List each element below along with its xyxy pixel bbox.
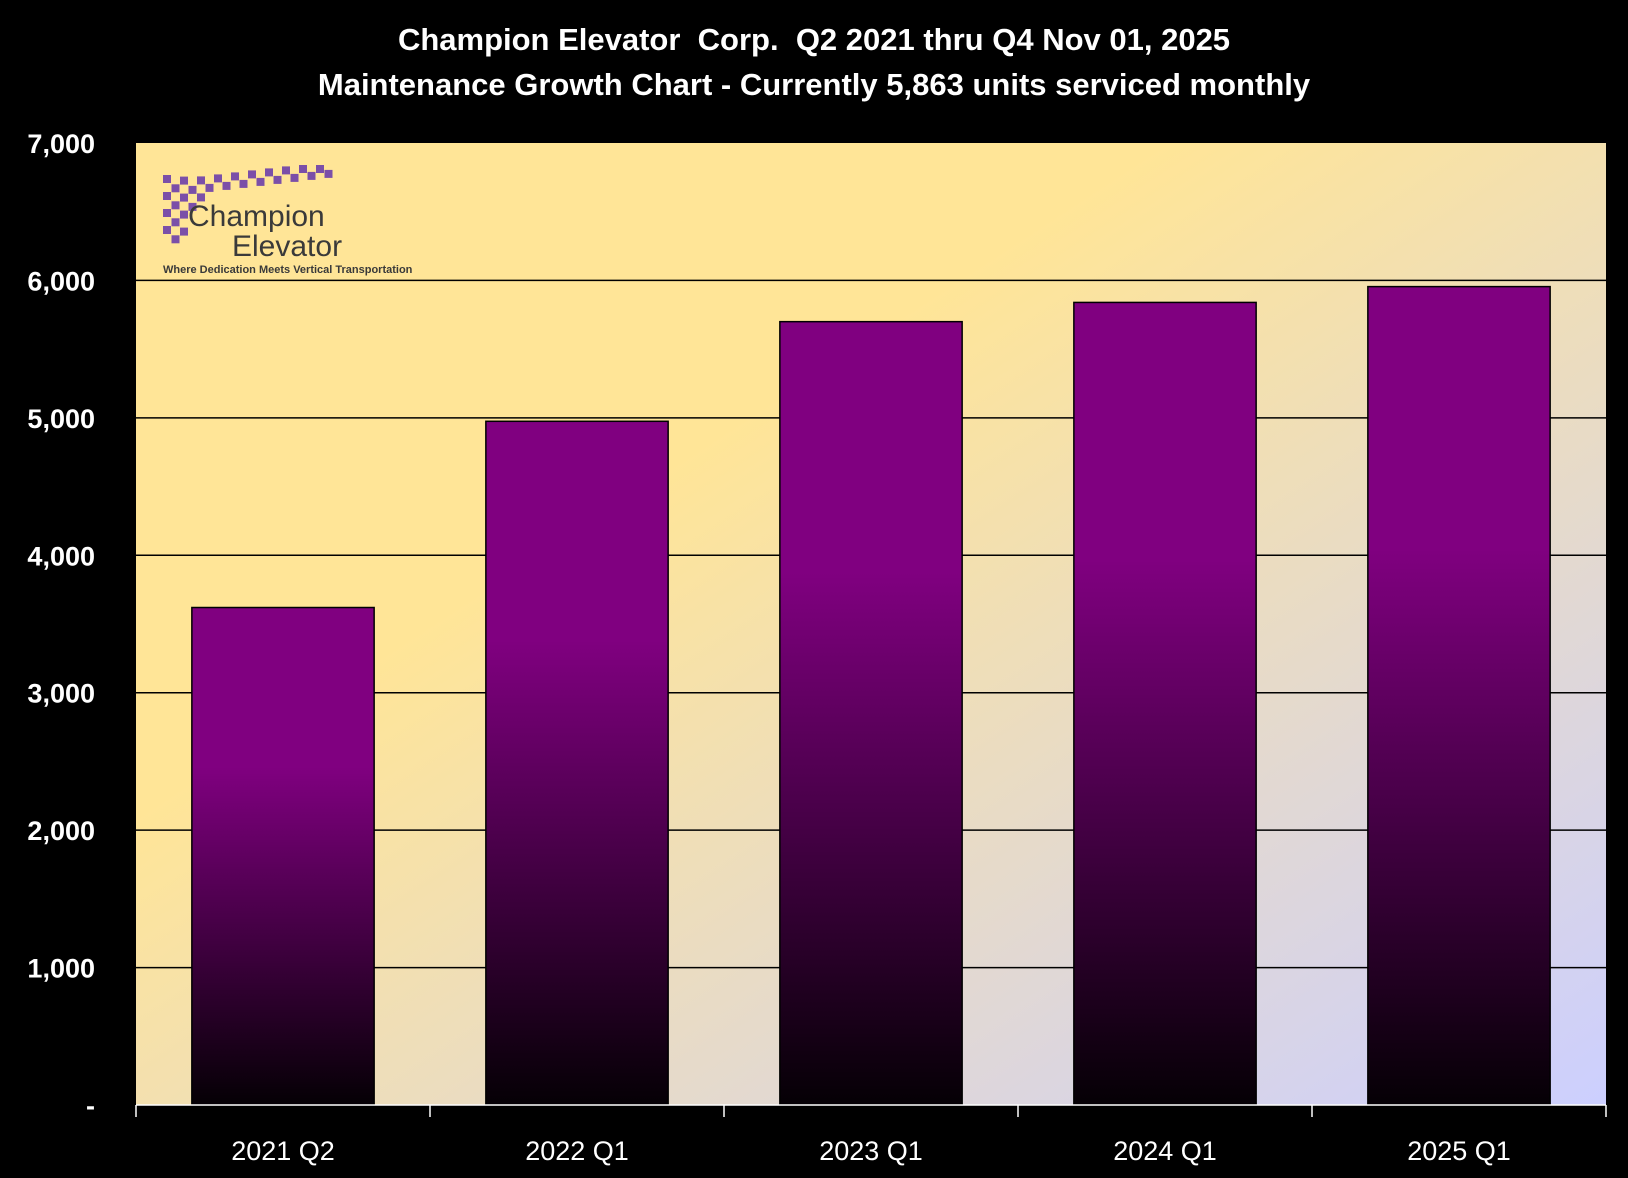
logo-checker-square <box>248 170 256 179</box>
y-tick-label: 1,000 <box>27 954 95 984</box>
bar <box>485 420 669 1106</box>
logo-checker-square <box>163 209 171 217</box>
y-tick-label: 6,000 <box>27 266 95 296</box>
logo-checker-square <box>299 165 307 173</box>
bar <box>1073 301 1257 1106</box>
logo-checker-square <box>188 185 197 194</box>
logo-name-line2: Elevator <box>232 230 342 263</box>
y-tick-label: - <box>86 1091 95 1121</box>
logo-checker-square <box>205 183 214 192</box>
chart-title: Champion Elevator Corp. Q2 2021 thru Q4 … <box>397 22 1231 57</box>
y-axis: - 1,000 2,000 3,000 4,000 5,000 6,000 7,000 <box>27 129 95 1121</box>
logo-checker-square <box>307 171 316 180</box>
logo-checker-square <box>163 226 171 234</box>
logo-checker-square <box>316 165 324 173</box>
logo-checker-square <box>171 184 180 193</box>
logo-checker-square <box>214 174 222 183</box>
logo-checker-square <box>171 201 180 210</box>
y-tick-label: 3,000 <box>27 679 95 709</box>
logo-checker-square <box>188 202 197 211</box>
logo-checker-square <box>290 173 299 182</box>
logo-checker-square <box>256 177 265 186</box>
logo-checker-square <box>197 176 205 185</box>
chart-subtitle: Maintenance Growth Chart - Currently 5,8… <box>317 67 1311 102</box>
logo-checker-square <box>180 176 188 185</box>
logo-checker-square <box>180 227 188 236</box>
bar <box>779 320 963 1106</box>
logo-checker-square <box>197 193 205 202</box>
x-tick-label: 2024 Q1 <box>1113 1136 1217 1166</box>
y-tick-label: 7,000 <box>27 129 95 159</box>
x-tick-label: 2025 Q1 <box>1407 1136 1511 1166</box>
logo-checker-square <box>265 168 273 177</box>
logo-checker-square <box>171 218 180 227</box>
logo-tagline: Where Dedication Meets Vertical Transpor… <box>163 264 413 276</box>
logo-checker-square <box>239 179 248 188</box>
logo-checker-square <box>324 169 333 178</box>
bar <box>191 606 375 1106</box>
logo-checker-square <box>273 175 282 184</box>
x-axis: 2021 Q2 2022 Q1 2023 Q1 2024 Q1 2025 Q1 <box>135 1104 1607 1166</box>
bar <box>1367 285 1551 1106</box>
logo-checker-square <box>163 175 171 183</box>
logo-checker-square <box>180 193 188 202</box>
y-tick-label: 5,000 <box>27 404 95 434</box>
y-tick-label: 2,000 <box>27 816 95 846</box>
logo-checker-square <box>171 235 180 244</box>
x-tick-label: 2022 Q1 <box>525 1136 629 1166</box>
y-tick-label: 4,000 <box>27 541 95 571</box>
logo-checker-square <box>163 192 171 200</box>
logo-checker-square <box>222 181 231 190</box>
logo-checker-square <box>180 210 188 219</box>
bars <box>191 285 1551 1106</box>
company-logo: Champion Elevator Where Dedication Meets… <box>163 165 413 276</box>
logo-checker-square <box>282 166 290 175</box>
checkered-flag-icon <box>163 165 333 244</box>
logo-checker-square <box>231 172 239 181</box>
x-tick-label: 2021 Q2 <box>231 1136 335 1166</box>
x-tick-label: 2023 Q1 <box>819 1136 923 1166</box>
logo-name-line1: Champion <box>188 200 325 233</box>
